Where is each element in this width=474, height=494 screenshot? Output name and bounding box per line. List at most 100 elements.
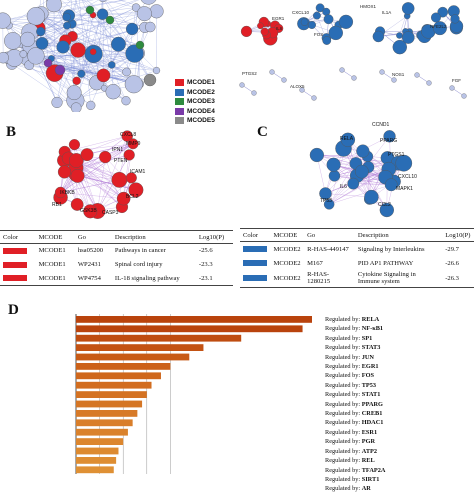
node-label: ALOX5 — [290, 84, 305, 89]
network-node — [282, 78, 287, 83]
network-node — [20, 50, 27, 57]
network-node — [373, 31, 384, 42]
bar — [76, 429, 128, 436]
node-label: FGF — [452, 78, 461, 83]
network-node — [364, 190, 378, 204]
cell-go: WP4754 — [75, 272, 112, 286]
bar-label-prefix: Regulated by: — [325, 363, 362, 370]
network-node — [90, 49, 96, 55]
bar — [76, 316, 312, 323]
table-header: Color MCODE Go Description Log10(P) — [0, 231, 233, 244]
network-node — [150, 4, 164, 18]
network-node — [462, 94, 467, 99]
cell-description: PID AP1 PATHWAY — [355, 257, 442, 270]
color-swatch — [3, 275, 27, 281]
network-node — [125, 75, 143, 93]
network-node — [27, 47, 44, 64]
bar-category-label: Regulated by: NF-κB1 — [325, 324, 385, 333]
network-node — [402, 2, 414, 14]
col-go: Go — [75, 231, 112, 244]
bar-label-prefix: Regulated by: — [325, 335, 362, 342]
bar-label-tf: STAT1 — [362, 391, 381, 398]
node-label: PPARG — [380, 138, 397, 144]
cell-mcode: MCODE2 — [270, 270, 304, 288]
table-row: MCODE1 hsa05200 Pathways in cancer -25.6 — [0, 244, 233, 258]
network-node — [450, 86, 455, 91]
network-node — [106, 16, 114, 24]
cell-mcode: MCODE2 — [270, 257, 304, 270]
cell-logp: -26.6 — [442, 257, 474, 270]
table-row: MCODE2 R-HAS-449147 Signaling by Interle… — [240, 242, 474, 257]
network-node — [451, 14, 460, 23]
network-node — [140, 0, 157, 4]
bar-category-label: Regulated by: FOS — [325, 371, 385, 380]
color-swatch — [3, 262, 27, 268]
bar-label-tf: NF-κB1 — [362, 325, 383, 332]
panel-label-b: B — [6, 124, 16, 141]
network-node — [126, 23, 138, 35]
bar-label-prefix: Regulated by: — [325, 325, 362, 332]
network-node — [153, 67, 160, 74]
cell-logp: -23.3 — [196, 258, 233, 272]
table-header: Color MCODE Go Description Log10(P) — [240, 229, 474, 242]
bar — [76, 419, 133, 426]
bar-category-label: Regulated by: PGR — [325, 437, 385, 446]
legend-swatch — [175, 79, 184, 86]
legend-label: MCODE3 — [187, 98, 215, 105]
network-node — [312, 96, 317, 101]
bar-label-prefix: Regulated by: — [325, 457, 362, 464]
node-label: IKBKB — [60, 190, 75, 196]
cell-go: R-HAS-1280215 — [304, 270, 355, 288]
network-node — [137, 6, 151, 20]
network-node — [396, 32, 402, 38]
bar — [76, 448, 118, 455]
bar-label-prefix: Regulated by: — [325, 467, 362, 474]
bar-category-label: Regulated by: HDAC1 — [325, 418, 385, 427]
cell-description: Signaling by Interleukins — [355, 242, 442, 257]
network-node — [308, 21, 316, 29]
bar-label-tf: RELA — [362, 316, 380, 323]
node-label: HMOX1 — [360, 4, 377, 9]
network-node — [99, 151, 111, 163]
cell-description: Spinal cord injury — [112, 258, 196, 272]
node-label: MMP9 — [126, 141, 141, 147]
node-label: CXCL8 — [120, 132, 136, 138]
col-logp: Log10(P) — [442, 229, 474, 242]
network-node — [97, 69, 110, 82]
network-node — [310, 148, 324, 162]
color-swatch — [243, 275, 267, 281]
network-node — [241, 26, 252, 37]
bar-label-prefix: Regulated by: — [325, 382, 362, 389]
network-node — [356, 145, 369, 158]
bar-category-label: Regulated by: SIRT1 — [325, 475, 385, 484]
network-node — [313, 12, 320, 19]
bar-label-tf: TFAP2A — [362, 467, 386, 474]
network-node — [340, 68, 345, 73]
node-label: FOS — [314, 32, 323, 37]
bar-label-tf: PGR — [362, 438, 375, 445]
panel-d-chart — [60, 310, 322, 474]
panel-label-d: D — [8, 302, 19, 319]
bar — [76, 325, 303, 332]
bar-category-label: Regulated by: ATP2 — [325, 447, 385, 456]
network-node — [329, 26, 343, 40]
col-logp: Log10(P) — [196, 231, 233, 244]
cell-mcode: MCODE1 — [36, 272, 75, 286]
network-node — [240, 83, 245, 88]
network-node — [144, 74, 156, 86]
table-row: MCODE1 WP2431 Spinal cord injury -23.3 — [0, 258, 233, 272]
legend-label: MCODE5 — [187, 117, 215, 124]
bar-label-prefix: Regulated by: — [325, 476, 362, 483]
table-row: MCODE2 R-HAS-1280215 Cytokine Signaling … — [240, 270, 474, 288]
bar-category-label: Regulated by: AR — [325, 484, 385, 493]
bar-label-tf: JUN — [362, 354, 374, 361]
bar-label-tf: SP1 — [362, 335, 373, 342]
network-node — [108, 61, 115, 68]
bar — [76, 372, 161, 379]
network-node — [52, 97, 63, 108]
node-label: RELA — [340, 136, 354, 142]
network-node — [323, 36, 331, 44]
